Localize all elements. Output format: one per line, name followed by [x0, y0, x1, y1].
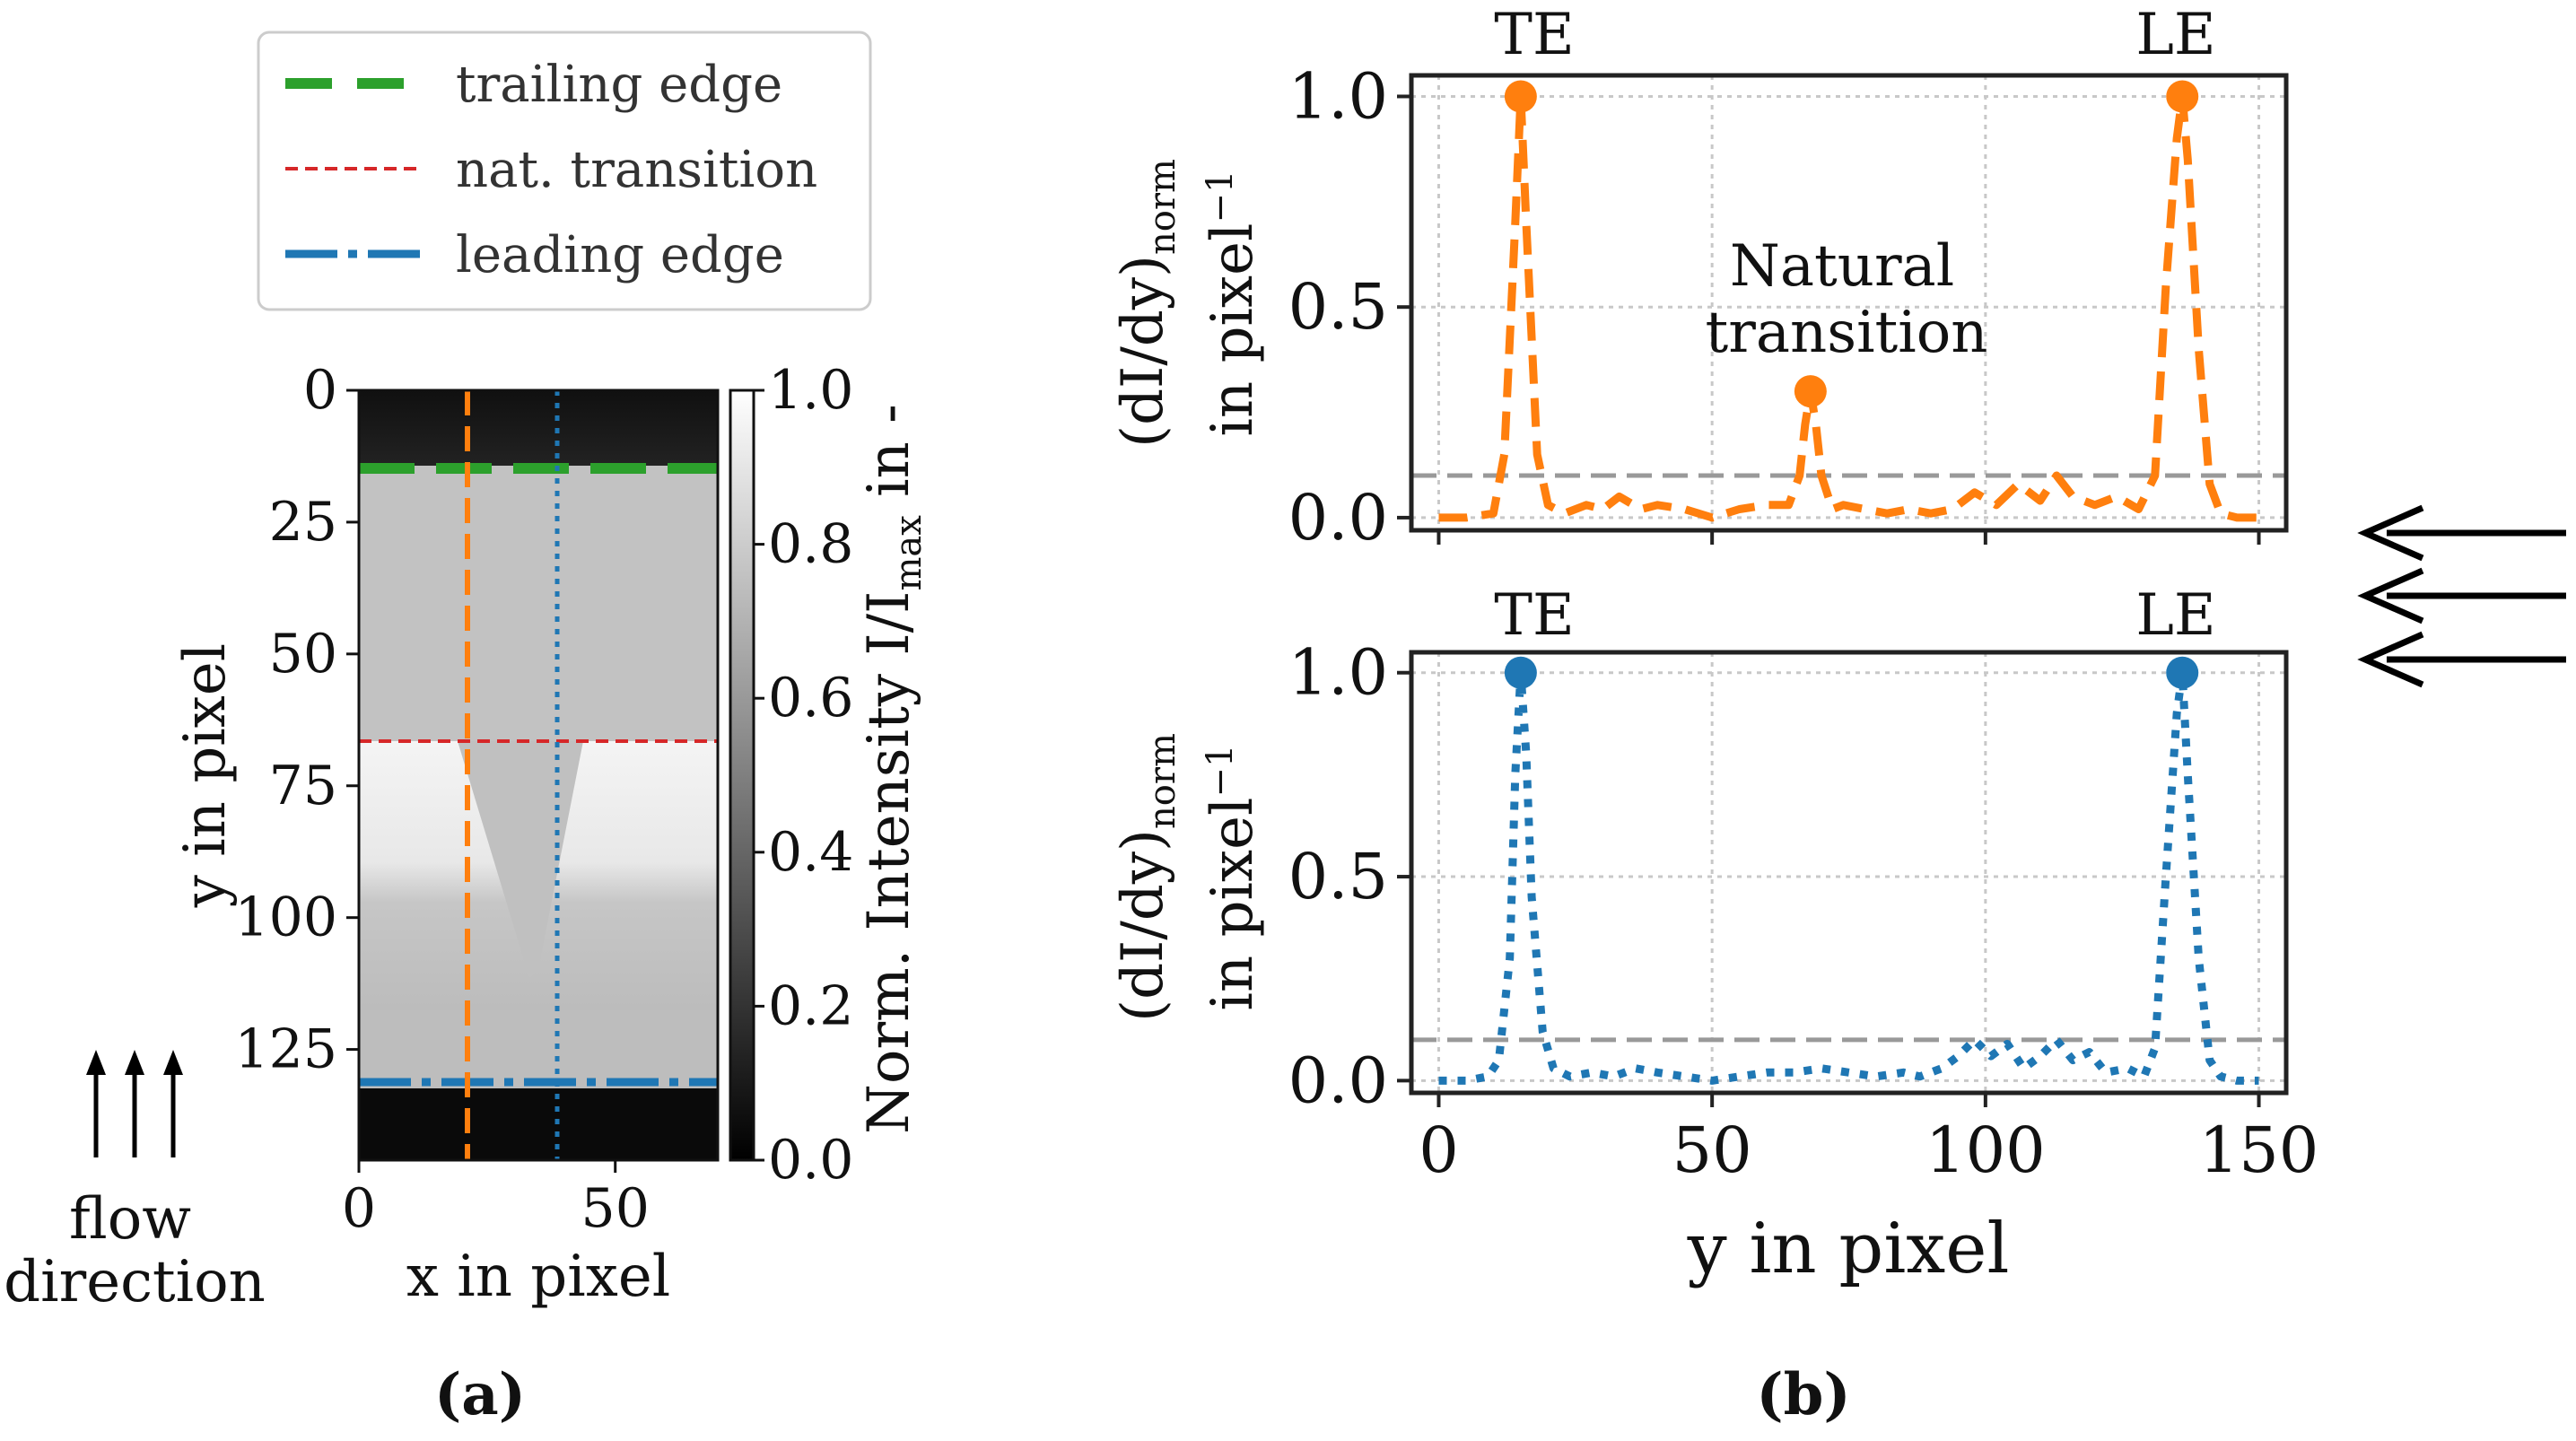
plot-top-grid	[1411, 75, 2286, 530]
heatmap-y-tick-label: 100	[234, 886, 337, 949]
colorbar-tick-label: 0.4	[768, 821, 853, 884]
flow-label-2: direction	[4, 1249, 266, 1315]
plot-bottom-peak-markers	[1504, 656, 2199, 689]
plot-bottom-y-label-line2: in pixel−1	[1200, 745, 1266, 1011]
side-flow-arrows	[2357, 504, 2566, 688]
plot-top-le-label: LE	[2135, 2, 2215, 68]
colorbar-tick-label: 0.2	[768, 974, 853, 1037]
legend-label-trailing-edge: trailing edge	[456, 56, 782, 114]
heatmap-turbulent-band	[359, 1010, 718, 1088]
heatmap-image	[359, 390, 718, 1160]
heatmap-x-label: x in pixel	[406, 1244, 670, 1310]
colorbar-tick-label: 0.0	[768, 1129, 853, 1192]
legend-label-nat-transition: nat. transition	[456, 141, 817, 199]
colorbar-tick-label: 1.0	[768, 359, 853, 422]
panel-b: 0.0 0.5 1.0 TE LE Natural transition (dI/d…	[1110, 2, 2566, 1428]
plot-bottom-le-label: LE	[2135, 582, 2215, 649]
y-tick-label: 1.0	[1288, 636, 1388, 710]
x-tick-label: 0	[1419, 1114, 1459, 1187]
y-tick-label: 1.0	[1288, 59, 1388, 133]
heatmap-y-tick-label: 25	[269, 491, 337, 554]
plot-top-y-label-line2: in pixel−1	[1200, 170, 1266, 437]
caption-a: (a)	[434, 1361, 526, 1428]
peak-marker	[1504, 80, 1537, 113]
x-tick-label: 150	[2199, 1114, 2319, 1187]
peak-marker	[2166, 656, 2199, 689]
colorbar-tick-label: 0.8	[768, 513, 853, 576]
flow-arrow-head-2	[125, 1050, 144, 1075]
plot-top-frame	[1409, 73, 2289, 533]
plot-bottom-frame	[1409, 650, 2289, 1096]
plot-bottom-x-label: y in pixel	[1687, 1209, 2010, 1289]
plot-top-peak-markers	[1504, 80, 2199, 408]
plot-bottom-grid	[1411, 652, 2286, 1093]
flow-arrow-head-1	[86, 1050, 106, 1075]
y-tick-label: 0.0	[1288, 1044, 1388, 1117]
side-arrow-head-2	[2357, 567, 2424, 624]
plot-bottom-series-line	[1438, 668, 2259, 1085]
y-tick-label: 0.0	[1288, 481, 1388, 555]
flow-label-1: flow	[69, 1186, 191, 1253]
annotation-natural: Natural	[1730, 233, 1954, 300]
plot-bottom-te-label: TE	[1494, 582, 1574, 649]
legend-box	[257, 31, 872, 311]
plot-bottom-x-ticks: 0 50 100 150	[1419, 1093, 2318, 1187]
colorbar-label: Norm. Intensity I/Imax in -	[856, 404, 930, 1134]
side-arrow-head-3	[2357, 631, 2424, 688]
colorbar-ticks: 1.0 0.8 0.6 0.4 0.2 0.0	[754, 359, 853, 1192]
plot-top-te-label: TE	[1494, 2, 1574, 68]
plot-top-y-ticks: 0.0 0.5 1.0	[1288, 59, 1411, 555]
side-arrow-head-1	[2357, 504, 2424, 562]
colorbar-tick-label: 0.6	[768, 667, 853, 729]
flow-direction-arrows	[86, 1050, 183, 1157]
heatmap-x-ticks: 0 50	[342, 1160, 650, 1240]
x-tick-label: 100	[1925, 1114, 2046, 1187]
heatmap-y-tick-label: 125	[234, 1018, 337, 1081]
plot-top: 0.0 0.5 1.0 TE LE Natural transition (dI/d…	[1110, 2, 2289, 555]
peak-marker	[2166, 80, 2199, 113]
flow-arrow-head-3	[163, 1050, 183, 1075]
heatmap-y-label: y in pixel	[172, 643, 239, 908]
colorbar	[729, 389, 755, 1162]
heatmap-dark-bottom	[359, 1088, 718, 1160]
plot-bottom: 0.0 0.5 1.0 0 50 100 150 TE LE (dI/dy)norm in…	[1110, 582, 2318, 1289]
plot-top-y-label-line1: (dI/dy)norm	[1110, 159, 1183, 448]
peak-marker	[1794, 375, 1827, 408]
legend-label-leading-edge: leading edge	[456, 226, 784, 284]
heatmap-x-tick-label: 0	[342, 1177, 376, 1240]
heatmap-dark-top	[359, 390, 718, 466]
plot-top-series-line	[1438, 92, 2259, 522]
heatmap-frame	[357, 389, 720, 1162]
peak-marker	[1504, 656, 1537, 689]
plot-bottom-y-ticks: 0.0 0.5 1.0	[1288, 636, 1411, 1117]
plot-bottom-y-label-line1: (dI/dy)norm	[1110, 733, 1183, 1022]
legend: trailing edge nat. transition leading ed…	[257, 31, 872, 311]
heatmap-y-tick-label: 0	[303, 359, 337, 422]
heatmap-x-tick-label: 50	[581, 1177, 650, 1240]
x-tick-label: 50	[1672, 1114, 1752, 1187]
plot-top-x-ticks	[1436, 530, 2261, 545]
y-tick-label: 0.5	[1288, 270, 1388, 344]
annotation-transition: transition	[1706, 300, 1988, 366]
caption-b: (b)	[1756, 1361, 1850, 1428]
heatmap-y-tick-label: 50	[269, 623, 337, 686]
y-tick-label: 0.5	[1288, 840, 1388, 913]
heatmap-wedge	[458, 741, 583, 978]
heatmap-y-ticks: 0 25 50 75 100 125	[234, 359, 359, 1081]
heatmap-y-tick-label: 75	[269, 755, 337, 817]
